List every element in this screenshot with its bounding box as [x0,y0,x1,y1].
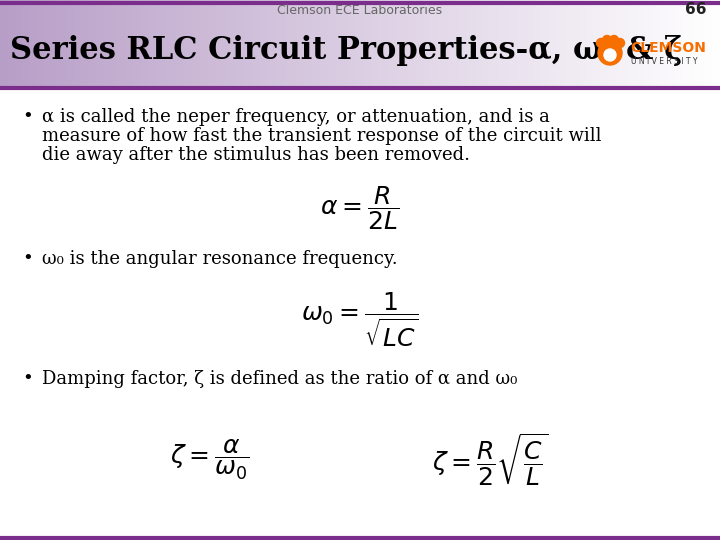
Text: Clemson ECE Laboratories: Clemson ECE Laboratories [277,3,443,17]
Text: die away after the stimulus has been removed.: die away after the stimulus has been rem… [42,146,470,164]
Text: ω₀ is the angular resonance frequency.: ω₀ is the angular resonance frequency. [42,250,397,268]
Text: 66: 66 [685,3,706,17]
Text: Damping factor, ζ is defined as the ratio of α and ω₀: Damping factor, ζ is defined as the rati… [42,370,518,388]
Text: $\zeta = \dfrac{\alpha}{\omega_0}$: $\zeta = \dfrac{\alpha}{\omega_0}$ [171,438,250,482]
Text: U N I V E R S I T Y: U N I V E R S I T Y [631,57,698,65]
Text: •: • [22,370,32,388]
Text: •: • [22,108,32,126]
Circle shape [610,36,618,44]
Text: $\alpha = \dfrac{R}{2L}$: $\alpha = \dfrac{R}{2L}$ [320,184,400,232]
Text: measure of how fast the transient response of the circuit will: measure of how fast the transient respon… [42,127,601,145]
Circle shape [596,38,606,48]
Text: $\zeta = \dfrac{R}{2}\sqrt{\dfrac{C}{L}}$: $\zeta = \dfrac{R}{2}\sqrt{\dfrac{C}{L}}… [431,432,549,488]
Text: •: • [22,250,32,268]
Circle shape [598,41,622,65]
Circle shape [603,36,611,44]
Text: CLEMSON: CLEMSON [630,41,706,55]
Text: α is called the neper frequency, or attenuation, and is a: α is called the neper frequency, or atte… [42,108,550,126]
Text: $\omega_0 = \dfrac{1}{\sqrt{LC}}$: $\omega_0 = \dfrac{1}{\sqrt{LC}}$ [301,291,419,349]
Circle shape [616,38,624,48]
Text: Series RLC Circuit Properties-α, ω₀ & ζ: Series RLC Circuit Properties-α, ω₀ & ζ [10,35,682,65]
Circle shape [604,49,616,61]
FancyBboxPatch shape [0,87,720,540]
